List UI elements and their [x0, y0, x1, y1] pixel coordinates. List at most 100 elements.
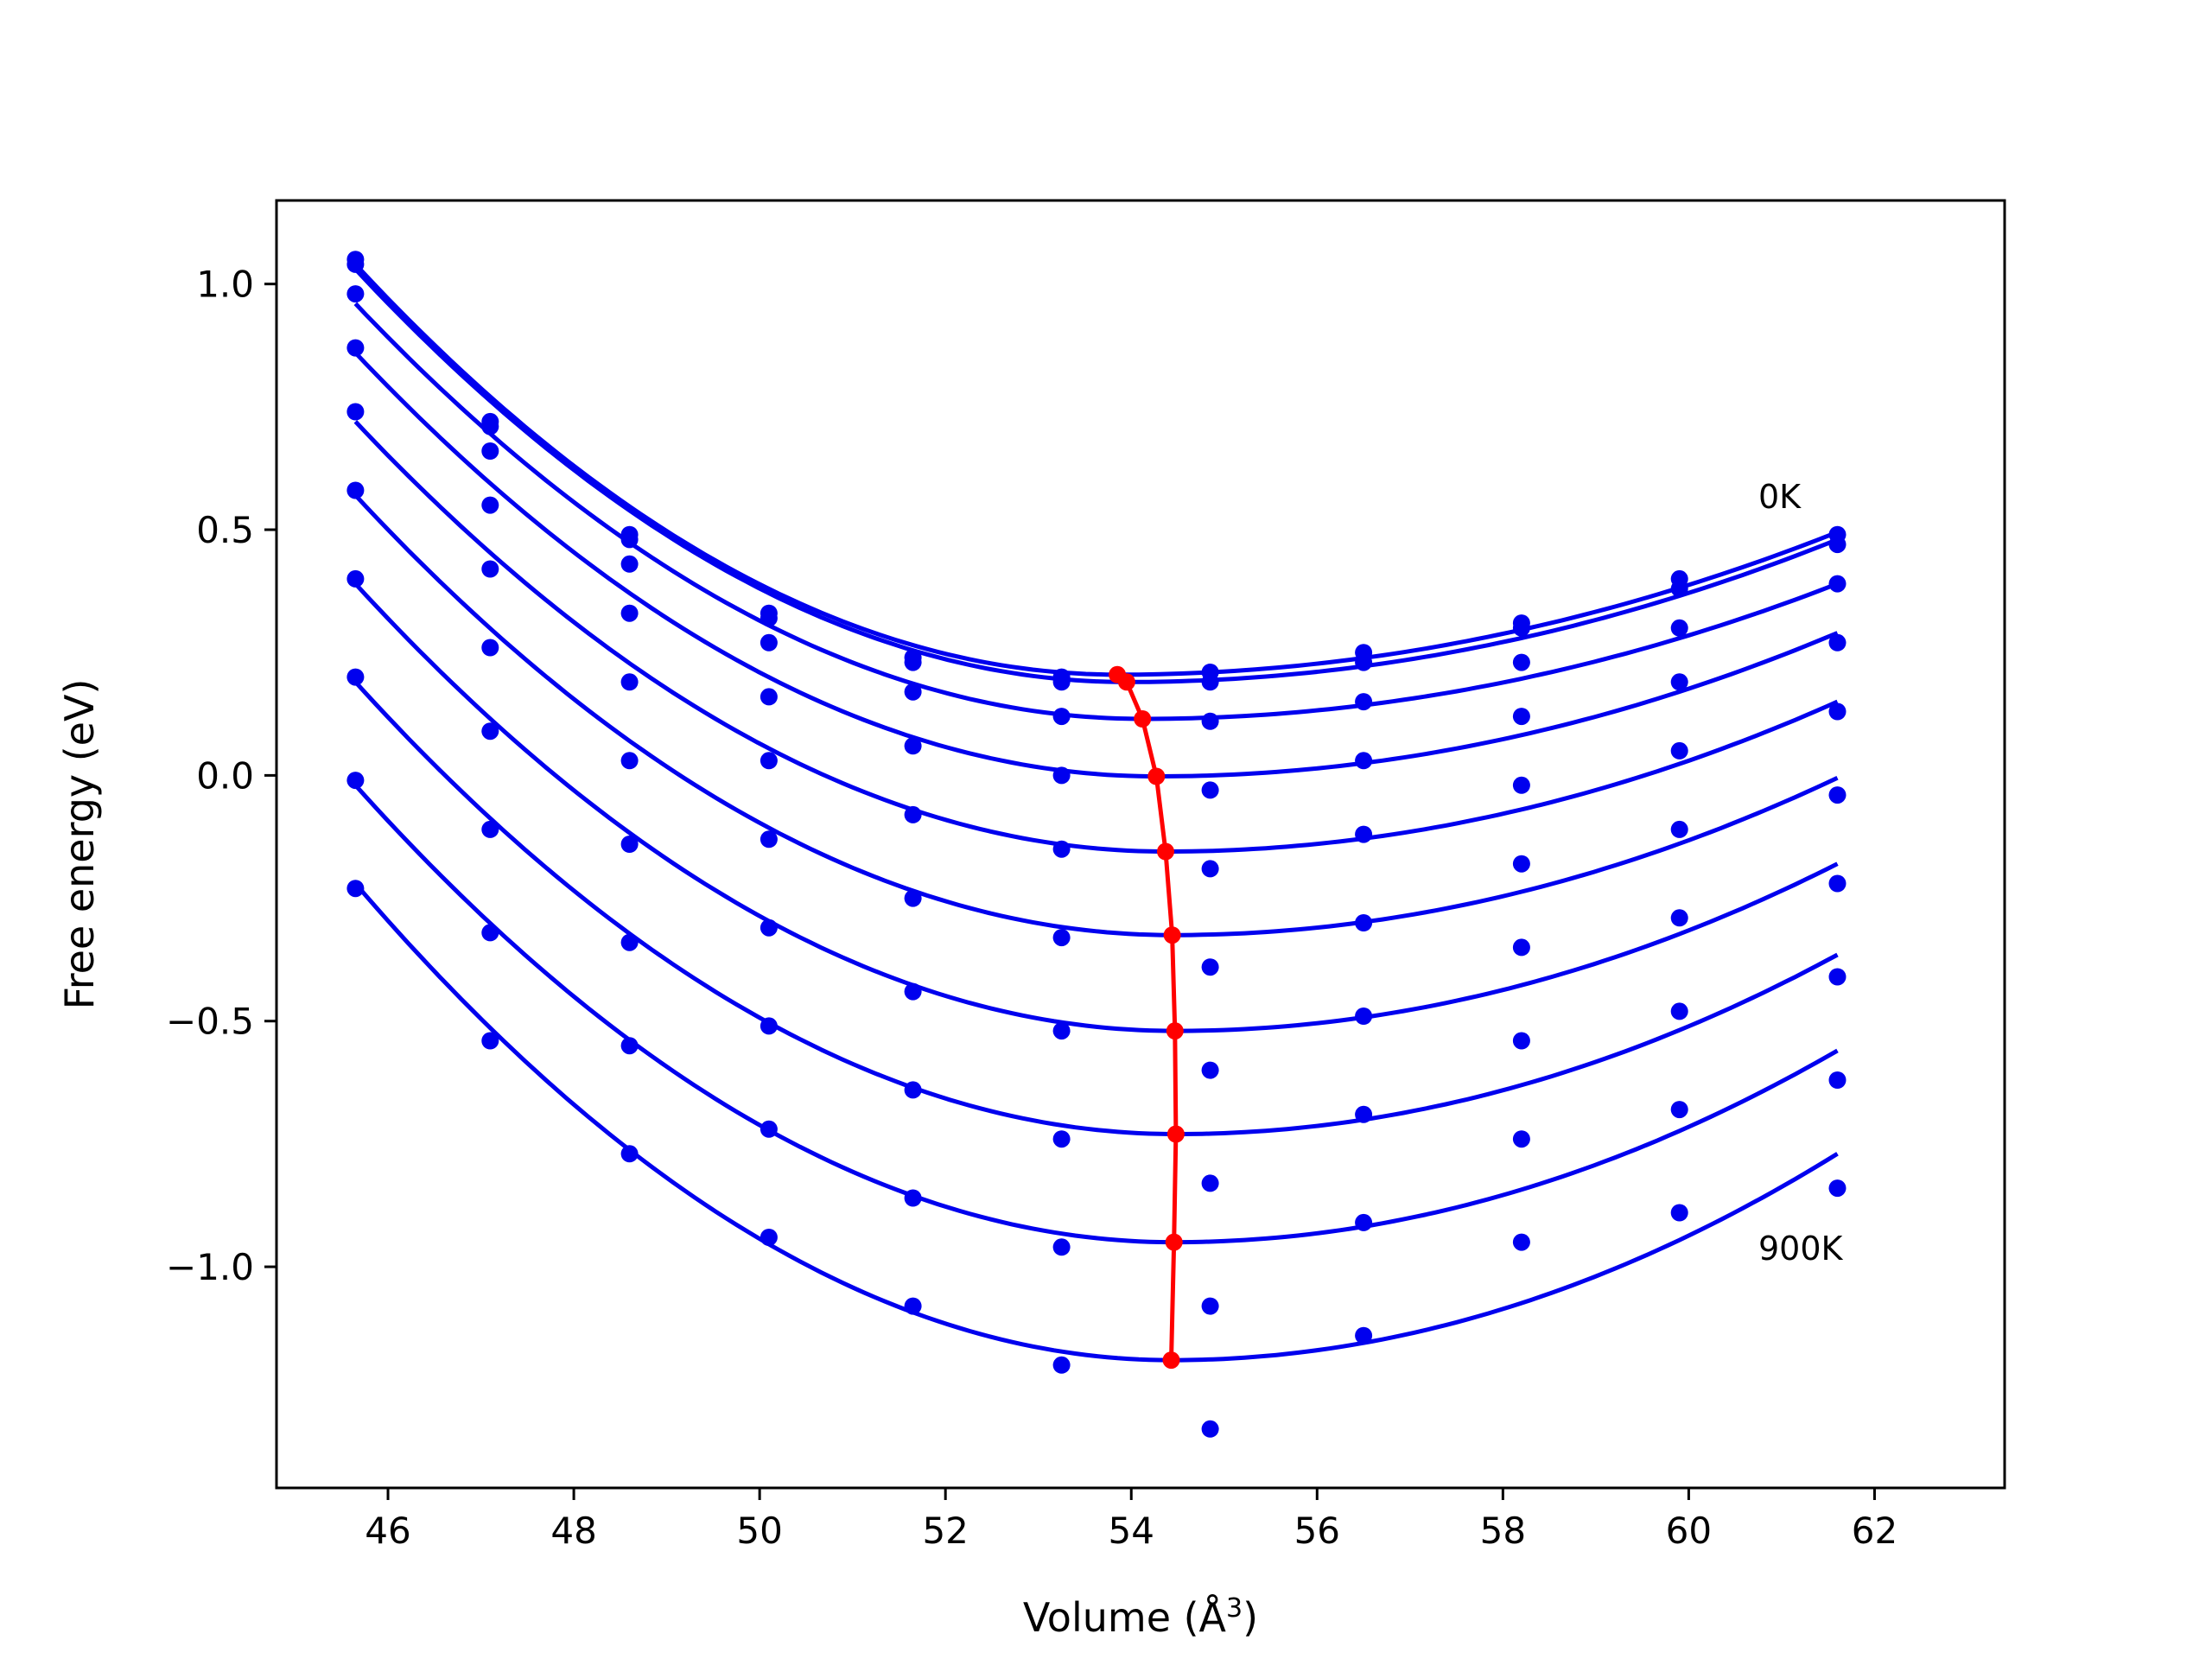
data-point — [620, 933, 639, 951]
x-tick-label: 58 — [1480, 1510, 1526, 1552]
minimum-curve — [1116, 672, 1179, 1361]
data-point — [1512, 1032, 1530, 1050]
y-tick-label: 0.0 — [196, 754, 254, 797]
data-point — [481, 560, 499, 578]
data-point — [1670, 1101, 1688, 1119]
data-point — [1828, 874, 1847, 893]
fit-curve — [353, 493, 1839, 938]
data-point — [1828, 1179, 1847, 1198]
data-point — [1201, 1061, 1219, 1079]
data-point — [1201, 781, 1219, 799]
x-tick-label: 48 — [550, 1510, 596, 1552]
data-point — [904, 805, 922, 823]
data-point — [346, 403, 365, 421]
x-tick-label: 60 — [1666, 1510, 1712, 1552]
data-point — [760, 918, 778, 937]
minimum-point — [1166, 1022, 1184, 1040]
x-tick-label: 46 — [365, 1510, 410, 1552]
data-point — [760, 1017, 778, 1035]
data-point — [1052, 1356, 1071, 1374]
data-point — [1201, 673, 1219, 691]
data-point — [904, 1081, 922, 1099]
data-point — [1828, 786, 1847, 804]
data-point — [1828, 968, 1847, 986]
data-point — [620, 1037, 639, 1055]
data-point — [620, 752, 639, 770]
data-point — [1512, 653, 1530, 671]
minimum-line — [1109, 665, 1185, 1370]
data-point — [481, 924, 499, 942]
data-point — [1512, 938, 1530, 957]
data-point — [1828, 702, 1847, 721]
data-point — [1355, 825, 1373, 843]
data-point — [346, 285, 365, 303]
data-point — [620, 604, 639, 622]
minimum-point — [1134, 710, 1152, 728]
data-point — [1201, 860, 1219, 878]
fit-curves — [353, 263, 1839, 1363]
data-point — [481, 442, 499, 460]
fit-curve — [353, 582, 1839, 1033]
data-point — [346, 481, 365, 499]
minimum-point — [1147, 767, 1166, 785]
data-point — [481, 417, 499, 435]
y-axis-label: Free energy (eV) — [56, 679, 103, 1010]
data-point — [1828, 633, 1847, 652]
fit-curve — [353, 784, 1839, 1245]
data-point — [1512, 776, 1530, 794]
data-point — [346, 255, 365, 273]
data-point — [760, 609, 778, 627]
y-tick-label: 0.5 — [196, 509, 254, 551]
data-point — [620, 1145, 639, 1163]
data-point — [481, 722, 499, 741]
data-point — [620, 673, 639, 691]
annotation-900k: 900K — [1758, 1230, 1844, 1268]
data-point — [346, 339, 365, 357]
data-point — [481, 639, 499, 657]
data-point — [346, 668, 365, 686]
data-point — [620, 531, 639, 549]
x-tick-label: 56 — [1294, 1510, 1340, 1552]
plot-frame — [275, 199, 2006, 1490]
data-point — [1670, 619, 1688, 637]
data-point — [760, 830, 778, 849]
data-point — [760, 633, 778, 652]
x-axis-ticks: 46 48 50 52 54 56 58 60 62 — [365, 1488, 1897, 1552]
y-tick-label: −1.0 — [166, 1246, 254, 1288]
data-point — [346, 880, 365, 898]
annotation-0k: 0K — [1758, 478, 1802, 516]
data-point — [1052, 1238, 1071, 1256]
x-tick-label: 62 — [1852, 1510, 1897, 1552]
fit-curve — [353, 302, 1839, 721]
data-point — [1512, 1233, 1530, 1251]
fit-curve — [353, 351, 1839, 779]
data-point — [1670, 820, 1688, 838]
data-point — [1355, 752, 1373, 770]
data-point — [346, 569, 365, 588]
data-point — [1670, 1204, 1688, 1222]
data-point — [1052, 673, 1071, 691]
data-point — [1828, 575, 1847, 593]
data-point — [1670, 909, 1688, 927]
data-point — [1670, 741, 1688, 760]
x-tick-label: 50 — [736, 1510, 782, 1552]
data-point — [1828, 1071, 1847, 1089]
data-point — [620, 555, 639, 573]
data-point — [346, 772, 365, 790]
data-point — [904, 1297, 922, 1315]
data-point — [760, 1229, 778, 1246]
data-point — [1052, 1130, 1071, 1148]
fit-curve — [353, 420, 1839, 854]
fit-curve — [353, 680, 1839, 1136]
minimum-point — [1157, 842, 1174, 861]
data-point — [760, 752, 778, 770]
data-point — [1201, 1174, 1219, 1192]
data-point — [1052, 929, 1071, 947]
data-point — [760, 688, 778, 706]
data-point — [1670, 580, 1688, 598]
data-point — [1201, 1420, 1219, 1438]
data-points — [346, 251, 1847, 1438]
data-point — [481, 1032, 499, 1050]
data-point — [1201, 1297, 1219, 1315]
